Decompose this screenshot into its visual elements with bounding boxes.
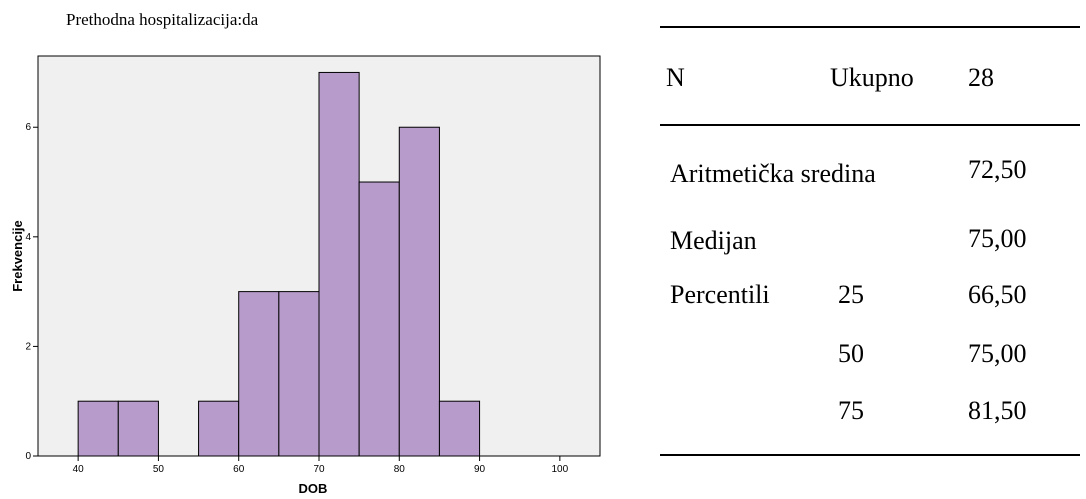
histogram-bar [318, 71, 360, 457]
histogram-bar [438, 400, 481, 457]
total-label: Ukupno [830, 63, 914, 92]
x-tick-label: 70 [313, 464, 325, 475]
percentiles-label: Percentili [670, 280, 770, 309]
histogram-chart: 40 50 60 70 80 90 100 0 2 4 6 DOB Frekvencije [10, 55, 601, 496]
p75-label: 75 [838, 396, 864, 425]
p75-value: 81,50 [968, 396, 1027, 425]
n-label: N [666, 63, 685, 92]
x-tick-label: 50 [153, 464, 165, 475]
x-tick-label: 40 [73, 464, 85, 475]
mean-value: 72,50 [968, 155, 1027, 184]
median-label: Medijan [670, 226, 757, 255]
total-value: 28 [968, 63, 994, 92]
x-axis-label: DOB [299, 481, 328, 496]
x-tick-label: 60 [233, 464, 245, 475]
table-header-rule [660, 124, 1080, 126]
y-tick-label: 6 [25, 122, 31, 133]
histogram-bar [117, 400, 159, 457]
p25-value: 66,50 [968, 280, 1027, 309]
x-tick-label: 90 [474, 464, 486, 475]
x-tick-label: 80 [394, 464, 406, 475]
histogram-bar [238, 291, 280, 457]
statistics-table: N Ukupno 28 Aritmetička sredina 72,50 Me… [660, 0, 1080, 499]
chart-title: Prethodna hospitalizacija:da [66, 10, 259, 29]
p25-label: 25 [838, 280, 864, 309]
table-bottom-rule [660, 454, 1080, 456]
y-tick-label: 0 [25, 451, 31, 462]
median-value: 75,00 [968, 224, 1027, 253]
table-top-rule [660, 26, 1080, 28]
mean-label: Aritmetička sredina [670, 159, 876, 188]
histogram-bar [198, 400, 240, 457]
histogram-bar [77, 400, 119, 457]
x-tick-label: 100 [552, 464, 569, 475]
p50-label: 50 [838, 339, 864, 368]
histogram-bar [278, 291, 320, 457]
y-axis-label: Frekvencije [10, 220, 25, 292]
y-tick-label: 2 [25, 341, 31, 352]
y-tick-label: 4 [25, 232, 31, 243]
histogram-bar [358, 181, 400, 457]
p50-value: 75,00 [968, 339, 1027, 368]
histogram-bar [398, 126, 440, 457]
